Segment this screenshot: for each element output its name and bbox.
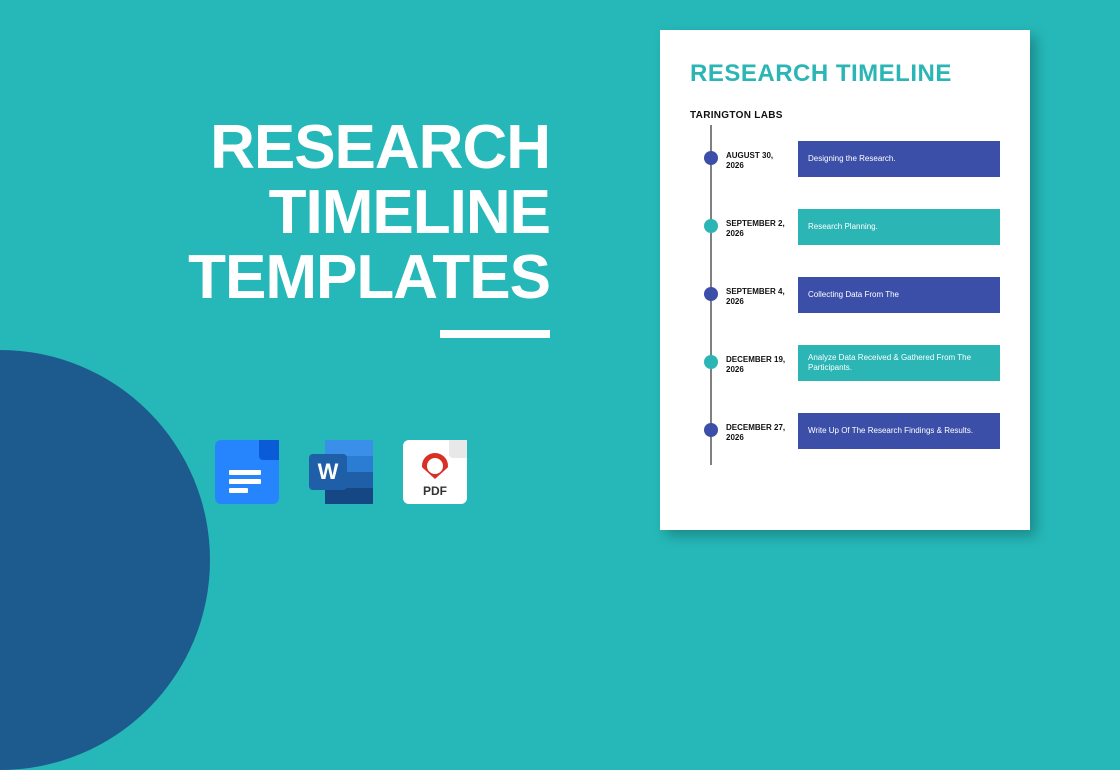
headline-text: RESEARCH TIMELINE TEMPLATES [110,115,550,310]
timeline-description: Research Planning. [798,209,1000,245]
pdf-ribbon-icon [422,453,448,479]
timeline-date: AUGUST 30, 2026 [710,141,788,170]
timeline-dot-icon [704,423,718,437]
pdf-icon[interactable]: PDF [403,440,467,504]
headline-line3: TEMPLATES [110,245,550,310]
timeline-date: DECEMBER 27, 2026 [710,413,788,442]
timeline-date: SEPTEMBER 2, 2026 [710,209,788,238]
pdf-label: PDF [403,484,467,498]
timeline-date: DECEMBER 19, 2026 [710,345,788,374]
timeline-description: Analyze Data Received & Gathered From Th… [798,345,1000,381]
gdocs-lines-icon [229,470,261,497]
headline-line2: TIMELINE [110,180,550,245]
timeline-item: DECEMBER 19, 2026 Analyze Data Received &… [710,329,1000,397]
timeline-description: Collecting Data From The [798,277,1000,313]
word-letter: W [309,454,347,490]
doc-subtitle: TARINGTON LABS [690,110,1000,121]
timeline-description: Designing the Research. [798,141,1000,177]
headline-underline [440,330,550,338]
timeline-dot-icon [704,151,718,165]
timeline-dot-icon [704,287,718,301]
timeline-item: AUGUST 30, 2026 Designing the Research. [710,125,1000,193]
corner-decoration [0,350,210,770]
ms-word-icon[interactable]: W [309,440,373,504]
timeline-dot-icon [704,219,718,233]
timeline-item: SEPTEMBER 2, 2026 Research Planning. [710,193,1000,261]
timeline: AUGUST 30, 2026 Designing the Research. SE… [690,125,1000,465]
format-icons-row: W PDF [215,440,467,504]
document-preview[interactable]: RESEARCH TIMELINE TARINGTON LABS AUGUST … [660,30,1030,530]
doc-title: RESEARCH TIMELINE [690,60,1000,88]
headline-line1: RESEARCH [110,115,550,180]
timeline-dot-icon [704,355,718,369]
timeline-description: Write Up Of The Research Findings & Resu… [798,413,1000,449]
google-docs-icon[interactable] [215,440,279,504]
timeline-item: DECEMBER 27, 2026 Write Up Of The Researc… [710,397,1000,465]
headline-block: RESEARCH TIMELINE TEMPLATES [110,115,550,338]
timeline-date: SEPTEMBER 4, 2026 [710,277,788,306]
timeline-item: SEPTEMBER 4, 2026 Collecting Data From Th… [710,261,1000,329]
